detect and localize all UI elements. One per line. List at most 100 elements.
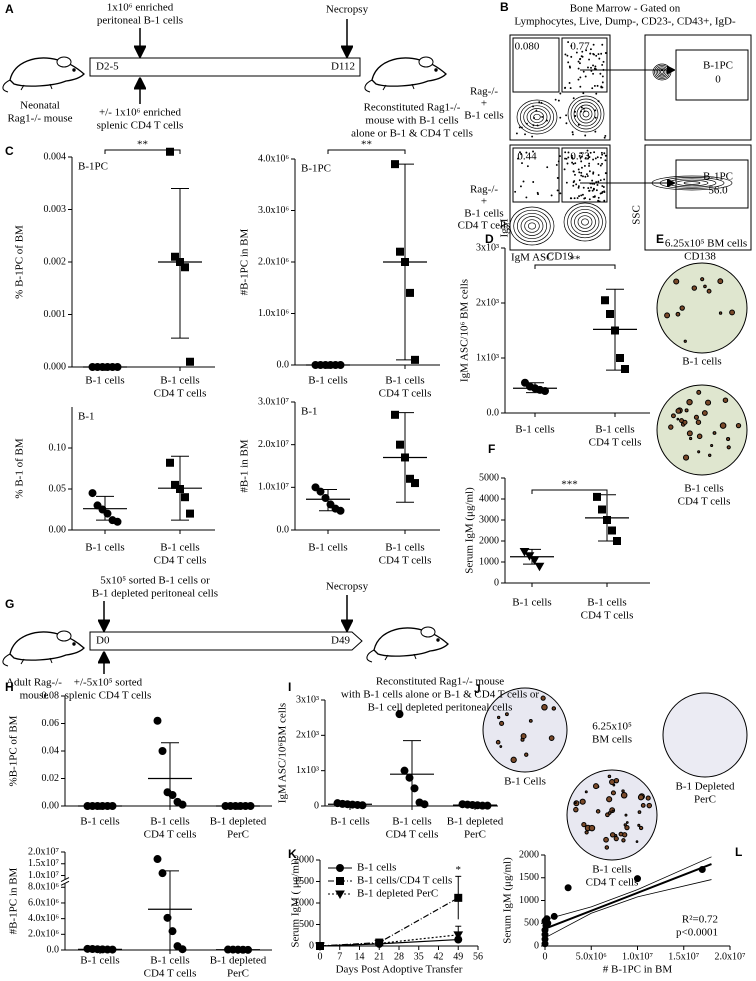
spot (682, 419, 688, 425)
data-point (158, 869, 167, 878)
event-dot (567, 151, 570, 154)
event-dot (574, 115, 577, 117)
event-dot (556, 189, 559, 192)
x-tick-label: 14 (355, 951, 365, 962)
annotation: R²=0.72 (682, 914, 718, 926)
event-dot (600, 86, 603, 89)
event-dot (592, 64, 594, 67)
y-tick-label: 5000 (479, 472, 499, 483)
legend-marker (335, 890, 345, 900)
axis-label: IgM (499, 218, 511, 237)
y-tick-label: 1.0x10⁷ (28, 870, 60, 881)
spot (710, 443, 714, 448)
panel-letter: G (5, 597, 14, 611)
event-dot (591, 182, 594, 185)
event-dot (582, 186, 585, 189)
event-dot (595, 92, 598, 95)
x-tick-label: B-1 cells (308, 375, 347, 387)
data-point (608, 526, 616, 535)
label: Rag-/- (470, 184, 498, 196)
x-tick-label: B-1 cells (150, 816, 189, 828)
spot (726, 436, 731, 442)
event-dot (601, 81, 604, 84)
spot (703, 284, 707, 289)
event-dot (580, 152, 583, 155)
y-tick-label: 0.04 (42, 745, 60, 756)
label: Necropsy (326, 4, 369, 16)
gate (675, 49, 749, 101)
spot (696, 433, 703, 440)
event-dot (599, 164, 602, 167)
x-tick-label: CD4 T cells (154, 388, 207, 400)
event-dot (596, 184, 599, 186)
label: alone or B-1 & CD4 T cells (351, 128, 473, 140)
legend-label: B-1 cells (357, 862, 396, 874)
spot (708, 453, 712, 458)
x-axis-label: # B-1PC in BM (603, 964, 673, 976)
event-dot (566, 54, 569, 57)
label: mouse with B-1 cells (365, 115, 458, 127)
x-tick-label: CD4 T cells (144, 968, 197, 980)
contour (574, 212, 596, 232)
spot (621, 838, 626, 843)
event-dot (555, 163, 558, 166)
event-dot (577, 60, 580, 63)
event-dot (564, 53, 567, 56)
significance-bracket (531, 489, 608, 494)
data-point (374, 939, 385, 949)
spot (573, 806, 579, 813)
data-point (153, 855, 162, 864)
event-dot (604, 159, 607, 162)
spot (689, 436, 693, 441)
event-dot (572, 97, 575, 100)
event-dot (567, 41, 570, 44)
plot-label: B-1 (78, 411, 95, 423)
spot (499, 745, 503, 748)
data-point (550, 912, 558, 920)
spot (637, 810, 642, 814)
timeline-bar (89, 631, 363, 651)
panel-letter: D (485, 232, 494, 246)
event-dot (587, 187, 590, 190)
contour (516, 99, 558, 135)
legend-marker (336, 864, 344, 872)
event-dot (599, 192, 602, 195)
significance-bracket (104, 149, 181, 154)
event-dot (601, 185, 604, 187)
event-dot (572, 170, 575, 173)
elispot-well (662, 692, 748, 778)
label: B-1 cells (464, 208, 503, 220)
label: splenic CD4 T cells (97, 120, 184, 132)
x-tick-label: CD4 T cells (581, 610, 634, 622)
event-dot (597, 180, 600, 183)
event-dot (573, 197, 576, 200)
data-point (519, 548, 530, 557)
event-dot (584, 75, 587, 78)
spot (691, 285, 698, 291)
contour (570, 98, 602, 130)
panel-letter: A (5, 2, 14, 16)
y-tick-label: 0.002 (44, 256, 67, 267)
event-dot (577, 123, 580, 126)
spot (635, 840, 639, 843)
spot (621, 789, 625, 793)
x-tick-label: PerC (227, 829, 249, 841)
spot (496, 715, 501, 720)
event-dot (603, 136, 606, 139)
event-dot (589, 52, 592, 55)
event-dot (520, 153, 522, 155)
y-tick-label: 3x10³ (296, 694, 319, 705)
event-dot (584, 175, 587, 178)
contour (533, 113, 541, 121)
data-point (171, 252, 179, 261)
event-dot (580, 171, 583, 174)
contour (519, 102, 555, 132)
data-point (564, 884, 572, 892)
y-tick-label: 0.001 (44, 309, 67, 320)
data-point (326, 500, 335, 509)
label: 0.44 (517, 151, 537, 163)
contour (658, 68, 666, 76)
label: PerC (694, 794, 716, 806)
spot (640, 802, 646, 808)
